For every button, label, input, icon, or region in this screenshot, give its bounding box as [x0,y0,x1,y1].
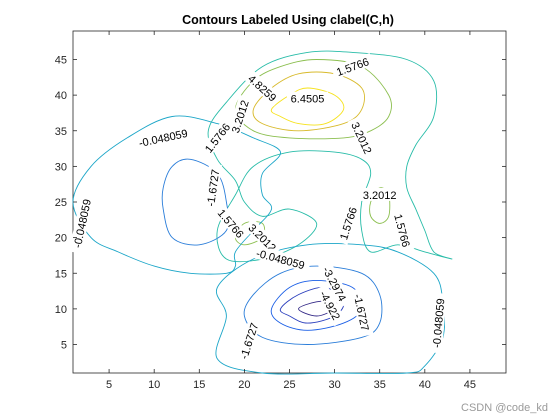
chart-title: Contours Labeled Using clabel(C,h) [182,13,394,27]
x-tick-label: 20 [238,379,250,391]
contour-label-background [250,244,312,273]
x-axis: 5 10 15 20 25 30 35 40 45 [106,31,476,391]
y-tick-label: 30 [55,161,67,173]
contour-line [215,242,446,375]
contour-line [252,71,365,132]
contour-label-background [213,203,250,244]
y-tick-label: 35 [55,126,67,138]
contour-label-background [347,116,377,160]
contour-label-background [243,69,283,107]
contour-label-group: -1.6727 [202,163,223,213]
contour-label-group: -0.048059 [428,292,447,354]
contour-line [369,187,391,224]
contour-line [243,265,383,345]
contour-label-background [315,283,346,327]
contour-label-group: 6.4505 [286,91,329,106]
contour-line [234,59,392,140]
contour-label-background [318,259,352,308]
contour-label-background [335,201,361,245]
y-tick-label: 15 [55,268,67,280]
contour-label-background [286,91,329,105]
contour-label-background [202,163,223,213]
contour-line [279,286,345,324]
contour-label-background [132,124,194,150]
x-tick-label: 15 [193,379,205,391]
x-tick-label: 10 [148,379,160,391]
contour-label: -1.6727 [205,169,222,208]
x-tick-label: 35 [374,379,386,391]
contour-label: -0.048059 [431,298,447,348]
contour-label-background [350,287,374,337]
contour-line [72,115,281,275]
contour-label-background [243,218,282,257]
contour-label-background [428,292,447,354]
x-tick-label: 40 [419,379,431,391]
x-tick-label: 25 [283,379,295,391]
y-axis: 5 10 15 20 25 30 35 40 45 [55,55,506,352]
contour-label: 3.2012 [363,190,397,202]
y-tick-label: 25 [55,197,67,209]
contour-label: 6.4505 [291,94,325,106]
watermark: CSDN @code_kd [461,402,548,414]
contour-label-background [391,208,415,252]
y-tick-label: 10 [55,304,67,316]
contour-label-background [68,192,95,254]
y-tick-label: 5 [61,340,67,352]
contour-layer [72,50,453,375]
y-tick-label: 40 [55,90,67,102]
contour-label-background [199,117,235,158]
contour-line [207,50,453,263]
contour-label-group: 3.2012 [359,187,401,202]
x-tick-label: 5 [106,379,112,391]
contour-label-background [330,52,375,80]
y-tick-label: 45 [55,55,67,67]
x-tick-label: 45 [464,379,476,391]
y-tick-label: 20 [55,233,67,245]
contour-label-background [234,316,262,366]
x-tick-label: 30 [328,379,340,391]
contour-label-background [359,187,401,201]
